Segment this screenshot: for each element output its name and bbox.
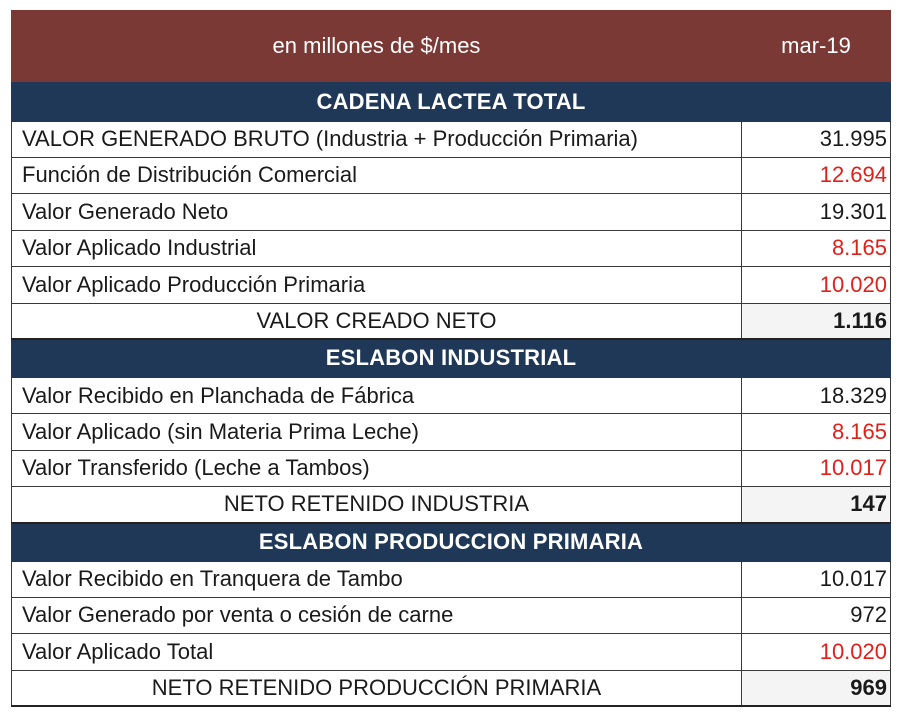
total-label: NETO RETENIDO INDUSTRIA <box>11 486 742 524</box>
table-row: VALOR GENERADO BRUTO (Industria + Produc… <box>11 120 891 158</box>
row-value: 8.165 <box>741 413 891 451</box>
row-value: 18.329 <box>741 376 891 414</box>
row-label: Valor Generado por venta o cesión de car… <box>11 596 742 634</box>
row-value: 10.017 <box>741 449 891 487</box>
row-value: 10.020 <box>741 633 891 671</box>
row-value: 31.995 <box>741 120 891 158</box>
table-row: Valor Aplicado Industrial 8.165 <box>11 229 891 267</box>
section-header-produccion: ESLABON PRODUCCION PRIMARIA <box>11 521 891 562</box>
table-row: Función de Distribución Comercial 12.694 <box>11 156 891 194</box>
value-table: en millones de $/mes mar-19 CADENA LACTE… <box>11 10 891 707</box>
section-header-industrial: ESLABON INDUSTRIAL <box>11 338 891 378</box>
row-value: 8.165 <box>741 229 891 267</box>
row-label: VALOR GENERADO BRUTO (Industria + Produc… <box>11 120 742 158</box>
total-value: 147 <box>741 486 891 524</box>
section-title: ESLABON INDUSTRIAL <box>11 338 891 378</box>
total-label: NETO RETENIDO PRODUCCIÓN PRIMARIA <box>11 669 742 707</box>
table-row: Valor Recibido en Planchada de Fábrica 1… <box>11 376 891 414</box>
total-row-produccion: NETO RETENIDO PRODUCCIÓN PRIMARIA 969 <box>11 669 891 707</box>
total-value: 969 <box>741 669 891 707</box>
section-title: CADENA LACTEA TOTAL <box>11 81 891 122</box>
row-label: Valor Aplicado (sin Materia Prima Leche) <box>11 413 742 451</box>
total-row-industria: NETO RETENIDO INDUSTRIA 147 <box>11 486 891 524</box>
period-header: mar-19 <box>741 10 891 83</box>
row-label: Función de Distribución Comercial <box>11 156 742 194</box>
row-label: Valor Aplicado Producción Primaria <box>11 266 742 304</box>
row-value: 10.017 <box>741 560 891 598</box>
table-row: Valor Transferido (Leche a Tambos) 10.01… <box>11 449 891 487</box>
row-label: Valor Aplicado Total <box>11 633 742 671</box>
table-row: Valor Recibido en Tranquera de Tambo 10.… <box>11 560 891 598</box>
table-header-row: en millones de $/mes mar-19 <box>11 10 891 83</box>
row-value: 12.694 <box>741 156 891 194</box>
row-label: Valor Transferido (Leche a Tambos) <box>11 449 742 487</box>
table-row: Valor Aplicado (sin Materia Prima Leche)… <box>11 413 891 451</box>
row-value: 10.020 <box>741 266 891 304</box>
row-label: Valor Recibido en Tranquera de Tambo <box>11 560 742 598</box>
row-label: Valor Recibido en Planchada de Fábrica <box>11 376 742 414</box>
units-header: en millones de $/mes <box>11 10 742 83</box>
row-value: 19.301 <box>741 193 891 231</box>
table-row: Valor Generado Neto 19.301 <box>11 193 891 231</box>
row-value: 972 <box>741 596 891 634</box>
total-label: VALOR CREADO NETO <box>11 302 742 340</box>
row-label: Valor Generado Neto <box>11 193 742 231</box>
section-header-cadena: CADENA LACTEA TOTAL <box>11 81 891 122</box>
total-value: 1.116 <box>741 302 891 340</box>
value-table-container: en millones de $/mes mar-19 CADENA LACTE… <box>11 10 891 707</box>
table-row: Valor Aplicado Producción Primaria 10.02… <box>11 266 891 304</box>
table-row: Valor Aplicado Total 10.020 <box>11 633 891 671</box>
total-row-valor-creado: VALOR CREADO NETO 1.116 <box>11 302 891 340</box>
table-row: Valor Generado por venta o cesión de car… <box>11 596 891 634</box>
section-title: ESLABON PRODUCCION PRIMARIA <box>11 521 891 562</box>
row-label: Valor Aplicado Industrial <box>11 229 742 267</box>
